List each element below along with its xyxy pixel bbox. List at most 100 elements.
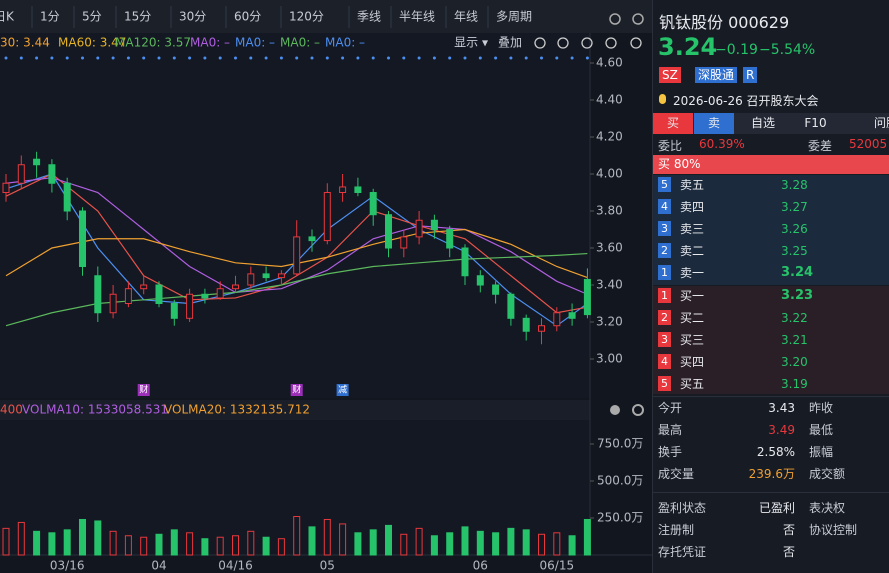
volume-bar	[385, 524, 392, 556]
marker-dot	[19, 56, 23, 60]
marker-dot	[478, 56, 482, 60]
period-tab[interactable]: 日K	[0, 10, 15, 24]
marker-dot	[295, 56, 299, 60]
volume-bar	[232, 535, 239, 556]
tool-icon[interactable]	[534, 37, 546, 49]
marker-dot	[310, 56, 314, 60]
period-tab[interactable]: 年线	[454, 10, 478, 24]
action-button[interactable]: 问股	[874, 116, 889, 130]
volume-bar	[476, 530, 484, 556]
level-price: 3.24	[781, 265, 814, 280]
period-tab[interactable]: 120分	[289, 10, 324, 24]
level-badge: 4	[658, 199, 671, 214]
x-tick-label: 04/16	[218, 559, 253, 573]
volume-legend: VOLMA20: 1332135.712	[164, 403, 310, 417]
volume-bar	[33, 530, 41, 556]
chart: 显示 ▾ 叠加 日K 1分 5分 15分 30分 60分 120分 季线 半年线 年线 多周期 30:…	[0, 6, 652, 573]
marker-dot	[4, 56, 8, 60]
level-price: 3.20	[781, 355, 808, 369]
stat-label: 今开	[658, 401, 683, 415]
volume-bar	[124, 535, 132, 556]
level-name: 买一	[680, 289, 705, 303]
tool-icon[interactable]	[605, 37, 617, 49]
marker-dot	[264, 56, 268, 60]
candle-body	[201, 293, 209, 299]
marker-dot	[172, 56, 176, 60]
marker-dot	[448, 56, 452, 60]
candle-body	[17, 164, 25, 184]
candle-body	[232, 284, 239, 290]
ma-legend: MA60: 3.47	[58, 36, 126, 50]
candle-body	[339, 186, 347, 193]
period-tab[interactable]: 15分	[124, 10, 151, 24]
candle-body	[79, 210, 86, 267]
level-badge: 2	[658, 310, 671, 325]
action-button[interactable]: 买	[653, 113, 693, 134]
candle-body	[63, 182, 71, 212]
marker-dot	[585, 56, 589, 60]
period-tab[interactable]: 季线	[357, 10, 381, 24]
candle-body	[583, 278, 591, 316]
candle-body	[400, 236, 408, 249]
change-pct: −5.54%	[759, 42, 816, 58]
candle-body	[94, 275, 102, 314]
tool-icon[interactable]	[581, 37, 593, 49]
volume-bar	[308, 526, 316, 556]
overlay-menu[interactable]: 叠加	[498, 36, 522, 50]
volume-bar	[583, 518, 591, 556]
volume-bar	[2, 527, 10, 556]
stat-label: 最高	[658, 423, 683, 437]
action-button[interactable]: F10	[804, 116, 827, 130]
candle-body	[522, 317, 530, 332]
tool-icon[interactable]	[630, 37, 642, 49]
show-menu[interactable]: 显示 ▾	[454, 36, 488, 50]
tag: SZ	[659, 67, 681, 83]
settings-button[interactable]	[632, 404, 644, 416]
volume-bar	[17, 521, 25, 556]
y-tick-label: 3.20	[596, 315, 623, 329]
y-tick-label: 250.0万	[597, 511, 643, 525]
level-name: 买三	[680, 333, 705, 347]
period-tab[interactable]: 半年线	[399, 10, 435, 24]
period-tab[interactable]: 30分	[179, 10, 206, 24]
toolbar-icon[interactable]	[609, 13, 621, 25]
marker-dot	[402, 56, 406, 60]
y-tick-label: 4.20	[596, 130, 623, 144]
level-badge: 1	[658, 288, 671, 303]
toolbar-icon[interactable]	[632, 13, 644, 25]
period-tab[interactable]: 多周期	[496, 10, 532, 24]
event-icon	[659, 94, 666, 104]
candle-body	[33, 158, 41, 166]
candle-body	[507, 293, 515, 319]
ma-legend: MA0: –	[280, 36, 320, 50]
volume-bar	[369, 529, 377, 556]
marker-dot	[341, 56, 345, 60]
candle-body	[109, 293, 117, 314]
ask-bg	[653, 175, 889, 285]
period-tab[interactable]: 5分	[82, 10, 102, 24]
level-price: 3.27	[781, 200, 808, 214]
volume-bar	[400, 533, 408, 556]
volume-bar	[186, 532, 194, 556]
event-label: 财	[292, 384, 301, 396]
volume-bar	[216, 536, 224, 556]
marker-dot	[555, 56, 559, 60]
info-value: 否	[782, 545, 795, 559]
close-button[interactable]	[610, 405, 620, 415]
tool-icon[interactable]	[557, 37, 569, 49]
info-label: 注册制	[658, 523, 695, 537]
x-tick-label: 06/15	[540, 559, 575, 573]
level-name: 卖二	[680, 244, 705, 258]
ma-legend: 30: 3.44	[0, 36, 50, 50]
event-label: 减	[338, 384, 347, 396]
candle-body	[48, 164, 56, 184]
candle-body	[323, 192, 331, 242]
period-tab[interactable]: 1分	[40, 10, 60, 24]
volume-bar	[568, 535, 576, 556]
action-button[interactable]: 自选	[750, 116, 775, 130]
volume-bar	[446, 532, 454, 556]
stat-value: 2.58%	[756, 445, 795, 459]
period-tab[interactable]: 60分	[234, 10, 261, 24]
action-button[interactable]: 卖	[694, 113, 734, 134]
stat-value: 3.43	[768, 401, 795, 415]
